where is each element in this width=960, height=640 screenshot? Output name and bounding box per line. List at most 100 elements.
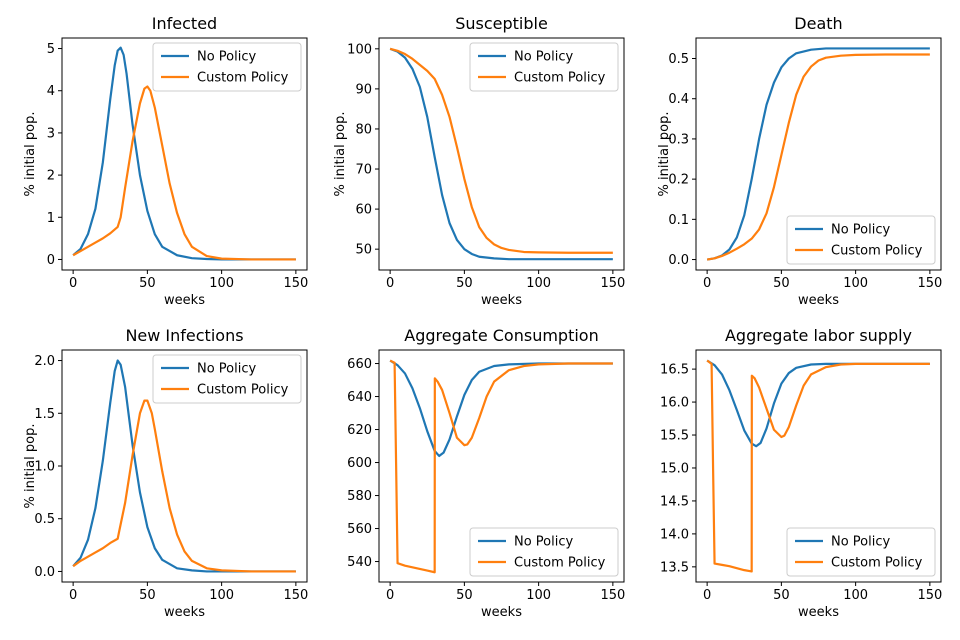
- y-tick-label: 15.0: [660, 461, 689, 476]
- y-tick-label: 0.2: [668, 173, 689, 188]
- legend-label: No Policy: [514, 50, 574, 65]
- x-tick-label: 150: [600, 276, 625, 291]
- y-tick-label: 16.5: [660, 363, 689, 378]
- legend: No Policy Custom Policy: [152, 354, 302, 404]
- legend-label: Custom Policy: [514, 71, 606, 86]
- y-tick-label: 0.0: [34, 565, 55, 580]
- y-tick-label: 13.5: [660, 560, 689, 575]
- y-tick-label: 0.4: [668, 92, 689, 107]
- y-tick-label: 0.3: [668, 132, 689, 147]
- x-tick-label: 0: [386, 276, 394, 291]
- axes-frame: [695, 37, 942, 271]
- y-tick-label: 60: [355, 203, 372, 218]
- y-tick-label: 80: [355, 122, 372, 137]
- y-tick-label: 600: [347, 456, 372, 471]
- y-tick-label: 0: [47, 253, 55, 268]
- legend-box: [152, 354, 302, 404]
- x-tick-label: 100: [209, 588, 234, 603]
- legend-label: No Policy: [831, 535, 891, 550]
- y-tick-label: 4: [47, 84, 55, 99]
- series-line-custom-policy: [72, 85, 296, 261]
- y-tick-label: 660: [347, 357, 372, 372]
- legend-box: [469, 42, 619, 92]
- x-tick-label: 0: [69, 588, 77, 603]
- legend-label: Custom Policy: [197, 71, 289, 86]
- x-tick-label: 100: [843, 588, 868, 603]
- series-line-no-policy: [72, 359, 296, 573]
- y-tick-label: 3: [47, 126, 55, 141]
- chart-title: New Infections: [125, 326, 243, 345]
- chart-title: Aggregate Consumption: [404, 326, 598, 345]
- chart-title: Infected: [152, 14, 217, 33]
- legend-box: [469, 527, 619, 577]
- y-tick-label: 5: [47, 42, 55, 57]
- x-axis-label: weeks: [798, 293, 839, 308]
- legend-box: [786, 215, 936, 265]
- chart-title: Death: [794, 14, 842, 33]
- x-axis-label: weeks: [164, 293, 205, 308]
- x-tick-label: 0: [69, 276, 77, 291]
- chart-title: Aggregate labor supply: [725, 326, 912, 345]
- legend-label: No Policy: [197, 50, 257, 65]
- series-line-no-policy: [389, 47, 613, 261]
- legend-label: No Policy: [831, 223, 891, 238]
- legend-box: [786, 527, 936, 577]
- x-axis-label: weeks: [164, 605, 205, 620]
- series-line-custom-policy: [706, 359, 930, 573]
- y-tick-label: 2.0: [34, 354, 55, 369]
- y-tick-label: 640: [347, 390, 372, 405]
- subplot-4: 0 50 100 150 0.0 0.5 1.0 1.5 2.0 New Infections we…: [23, 326, 308, 620]
- y-tick-label: 560: [347, 522, 372, 537]
- x-tick-label: 50: [773, 276, 790, 291]
- x-tick-label: 50: [456, 276, 473, 291]
- y-tick-label: 0.5: [34, 512, 55, 527]
- legend-label: No Policy: [514, 535, 574, 550]
- x-tick-label: 100: [843, 276, 868, 291]
- series-line-custom-policy: [389, 47, 613, 254]
- series-line-custom-policy: [72, 399, 296, 573]
- y-axis-label: % initial pop.: [23, 424, 38, 509]
- series-line-custom-policy: [389, 359, 613, 574]
- y-tick-label: 90: [355, 82, 372, 97]
- y-tick-label: 15.5: [660, 429, 689, 444]
- legend-label: Custom Policy: [514, 556, 606, 571]
- subplot-5: 0 50 100 150 540 560 580 600 620 640 660 Aggregate …: [347, 326, 625, 620]
- x-axis-label: weeks: [798, 605, 839, 620]
- y-tick-label: 1: [47, 211, 55, 226]
- x-axis-label: weeks: [481, 605, 522, 620]
- x-tick-label: 150: [917, 588, 942, 603]
- subplot-2: 0 50 100 150 50 60 70 80 90 100 Susceptible weeks % …: [333, 14, 625, 308]
- series-line-custom-policy: [706, 53, 930, 261]
- legend: No Policy Custom Policy: [469, 42, 619, 92]
- y-tick-label: 14.5: [660, 494, 689, 509]
- y-axis-label: % initial pop.: [23, 112, 38, 197]
- x-tick-label: 150: [283, 588, 308, 603]
- legend-box: [152, 42, 302, 92]
- y-tick-label: 1.0: [34, 460, 55, 475]
- x-axis-label: weeks: [481, 293, 522, 308]
- subplot-3: 0 50 100 150 0.0 0.1 0.2 0.3 0.4 0.5 Death weeks % i…: [657, 14, 942, 308]
- y-tick-label: 0.0: [668, 253, 689, 268]
- legend-label: Custom Policy: [831, 244, 923, 259]
- series-line-no-policy: [389, 359, 613, 458]
- x-tick-label: 100: [209, 276, 234, 291]
- x-tick-label: 50: [456, 588, 473, 603]
- y-axis-label: % initial pop.: [333, 112, 348, 197]
- series-line-no-policy: [706, 359, 930, 448]
- y-tick-label: 70: [355, 163, 372, 178]
- y-tick-label: 540: [347, 555, 372, 570]
- legend-label: No Policy: [197, 362, 257, 377]
- axes-frame: [378, 349, 625, 583]
- y-tick-label: 50: [355, 243, 372, 258]
- subplot-1: 0 50 100 150 0 1 2 3 4 5 Infected weeks % initial po…: [23, 14, 308, 308]
- axes-frame: [695, 349, 942, 583]
- axes-frame: [378, 37, 625, 271]
- y-axis-label: % initial pop.: [657, 112, 672, 197]
- y-tick-label: 14.0: [660, 527, 689, 542]
- x-tick-label: 150: [917, 276, 942, 291]
- legend-label: Custom Policy: [197, 383, 289, 398]
- y-tick-label: 0.1: [668, 213, 689, 228]
- x-tick-label: 50: [139, 276, 156, 291]
- legend: No Policy Custom Policy: [786, 215, 936, 265]
